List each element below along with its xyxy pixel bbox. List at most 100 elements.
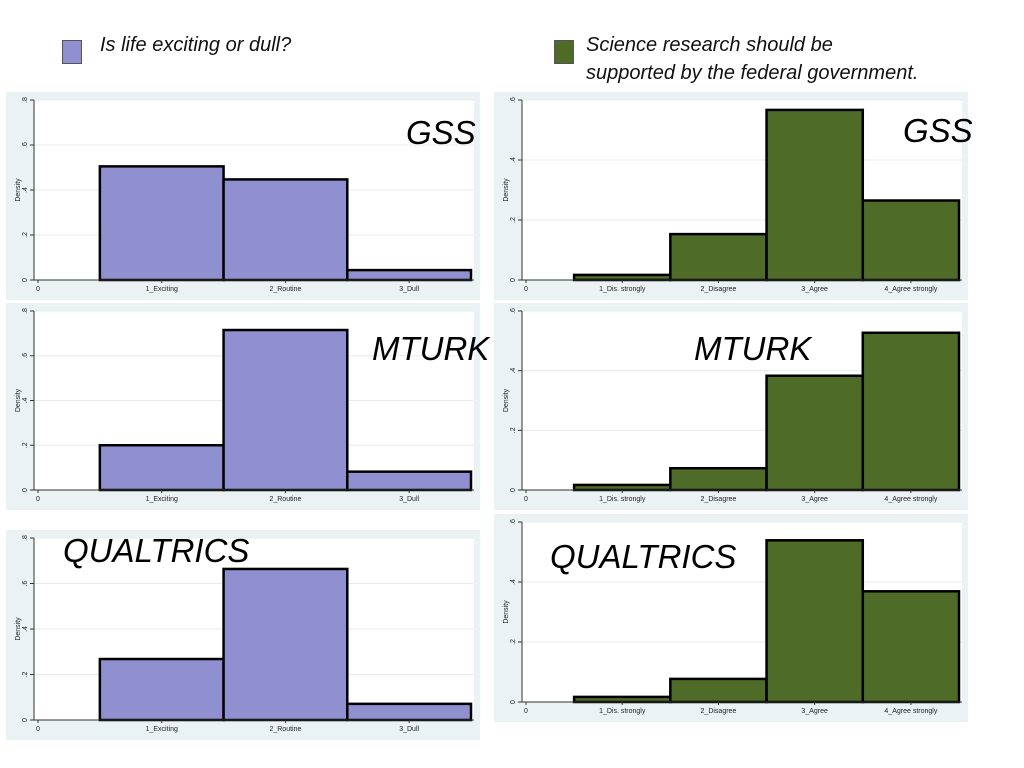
x-tick-label: 2_Disagree (701, 286, 737, 293)
x-tick-label: 3_Dull (399, 496, 419, 503)
y-tick-label: .2 (22, 442, 29, 448)
y-axis-title: Density (503, 600, 510, 624)
y-axis-title: Density (503, 388, 510, 412)
y-tick-label: .6 (510, 308, 517, 314)
y-tick-label: .2 (510, 217, 517, 223)
bar (98, 165, 225, 282)
x-tick-label: 2_Routine (269, 286, 301, 293)
y-tick-label: .8 (22, 535, 29, 541)
bar (861, 199, 961, 282)
x-tick-label: 1_Exciting (146, 496, 178, 503)
chart-science-gss: 0 .2 .4 .6 Density 0 1_Dis. strongly 2_Disagree… (503, 97, 962, 293)
bar (765, 108, 865, 282)
x-tick-label: 2_Disagree (701, 496, 737, 503)
source-label-gss-left: GSS (406, 114, 476, 151)
bar (572, 695, 672, 704)
y-tick-label: 0 (22, 278, 29, 282)
y-tick-label: .6 (510, 519, 517, 525)
source-label-gss-right: GSS (903, 112, 973, 149)
y-tick-label: .4 (510, 368, 517, 374)
y-tick-label: .8 (22, 97, 29, 103)
x-tick-label: 1_Dis. strongly (599, 496, 646, 503)
bar (765, 374, 865, 492)
y-axis-title: Density (15, 617, 22, 641)
x-tick-label: 3_Dull (399, 726, 419, 733)
legend-label-life: Is life exciting or dull? (100, 34, 292, 56)
chart-life-mturk: 0 .2 .4 .6 .8 Density 0 1_Exciting 2_Routine 3_Du… (15, 308, 474, 503)
bar (572, 273, 672, 282)
x-tick-label: 1_Dis. strongly (599, 708, 646, 715)
chart-panel-science-gss: 0 .2 .4 .6 Density 0 1_Dis. strongly 2_Disagree… (494, 92, 968, 300)
chart-panel-science-mturk: 0 .2 .4 .6 Density 0 1_Dis. strongly 2_Disagree… (494, 303, 968, 510)
x-tick-label: 0 (36, 496, 40, 503)
bar (346, 268, 473, 282)
source-label-mturk-left: MTURK (372, 330, 490, 367)
bar (669, 232, 768, 282)
x-tick-label: 0 (524, 496, 528, 503)
y-tick-label: 0 (22, 488, 29, 492)
bar (861, 590, 961, 704)
x-tick-label: 1_Dis. strongly (599, 286, 646, 293)
y-tick-label: .6 (22, 580, 29, 586)
chart-life-gss: 0 .2 .4 .6 .8 Density 0 1_Exciting 2_Routine 3_Du… (15, 97, 474, 293)
chart-panel-science-qualtrics: 0 .2 .4 .6 Density 0 1_Dis. strongly 2_Disagree… (494, 514, 968, 722)
y-tick-label: 0 (510, 700, 517, 704)
bar (346, 702, 473, 722)
y-tick-label: .2 (22, 232, 29, 238)
x-tick-label: 4_Agree strongly (884, 496, 937, 503)
y-tick-label: .2 (22, 671, 29, 677)
x-tick-label: 3_Agree (801, 708, 828, 715)
y-tick-label: .2 (510, 639, 517, 645)
y-tick-label: .6 (22, 353, 29, 359)
y-tick-label: .8 (22, 308, 29, 314)
bar (572, 483, 672, 492)
bar (346, 470, 473, 492)
bar (98, 444, 225, 492)
y-tick-label: .4 (22, 187, 29, 193)
source-label-qualtrics-left: QUALTRICS (63, 532, 250, 569)
chart-science-qualtrics: 0 .2 .4 .6 Density 0 1_Dis. strongly 2_Disagree… (503, 519, 962, 715)
y-axis-title: Density (503, 178, 510, 202)
x-tick-label: 3_Agree (801, 496, 828, 503)
x-tick-label: 2_Routine (269, 496, 301, 503)
bar (861, 331, 961, 492)
y-tick-label: .4 (510, 579, 517, 585)
bar (222, 328, 349, 492)
x-tick-label: 0 (36, 286, 40, 293)
bar (222, 567, 349, 722)
y-tick-label: .2 (510, 427, 517, 433)
bar (669, 677, 768, 704)
legend-swatch-science (554, 40, 574, 64)
x-tick-label: 3_Agree (801, 286, 828, 293)
bar (98, 657, 225, 722)
x-tick-label: 1_Exciting (146, 286, 178, 293)
chart-panel-life-gss: 0 .2 .4 .6 .8 Density 0 1_Exciting 2_Routine 3_Du… (6, 92, 480, 300)
y-tick-label: .6 (22, 142, 29, 148)
y-axis-title: Density (15, 388, 22, 412)
x-tick-label: 4_Agree strongly (884, 286, 937, 293)
y-tick-label: .4 (510, 157, 517, 163)
x-tick-label: 0 (524, 708, 528, 715)
chart-panel-life-qualtrics: 0 .2 .4 .6 .8 Density 0 1_Exciting 2_Routine 3_Du… (6, 530, 480, 740)
x-tick-label: 0 (524, 286, 528, 293)
bar (765, 539, 865, 704)
y-tick-label: 0 (510, 488, 517, 492)
chart-life-qualtrics: 0 .2 .4 .6 .8 Density 0 1_Exciting 2_Routine 3_Du… (15, 535, 474, 733)
legend-label-science-line2: supported by the federal government. (586, 62, 919, 84)
legend-label-science-line1: Science research should be (586, 34, 833, 56)
x-tick-label: 3_Dull (399, 286, 419, 293)
y-tick-label: .4 (22, 626, 29, 632)
x-tick-label: 1_Exciting (146, 726, 178, 733)
y-axis-title: Density (15, 178, 22, 202)
x-tick-label: 2_Disagree (701, 708, 737, 715)
y-tick-label: .6 (510, 97, 517, 103)
source-label-qualtrics-right: QUALTRICS (550, 538, 737, 575)
y-tick-label: .4 (22, 397, 29, 403)
bar (669, 466, 768, 492)
y-tick-label: 0 (22, 718, 29, 722)
y-tick-label: 0 (510, 278, 517, 282)
source-label-mturk-right: MTURK (694, 330, 812, 367)
legend-swatch-life (62, 40, 82, 64)
x-tick-label: 0 (36, 726, 40, 733)
chart-panel-life-mturk: 0 .2 .4 .6 .8 Density 0 1_Exciting 2_Routine 3_Du… (6, 303, 480, 510)
